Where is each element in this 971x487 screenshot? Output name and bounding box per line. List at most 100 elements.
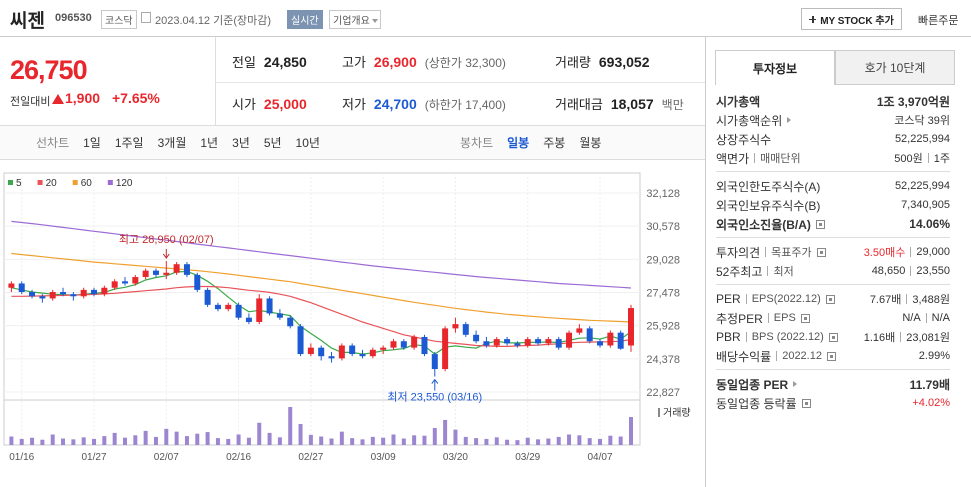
candle-body — [101, 287, 108, 295]
labels: 외국인한도주식수(A) — [716, 178, 820, 195]
candle-body — [60, 292, 67, 295]
info-row: 시가총액순위 코스닥 39위 — [716, 111, 950, 129]
separator — [745, 332, 747, 342]
period-tab[interactable]: 5년 — [263, 136, 282, 150]
volume-bar — [19, 438, 24, 445]
overview-button[interactable]: 기업개요 — [329, 10, 381, 29]
period-tab[interactable]: 3개월 — [157, 136, 187, 150]
volume-bar — [391, 434, 396, 445]
volume-bar — [412, 435, 417, 445]
period-tab[interactable]: 3년 — [232, 136, 250, 150]
quote-label: 전일 — [232, 55, 256, 70]
info-value: 14.06% — [909, 217, 950, 231]
separator — [767, 313, 769, 323]
candle-body — [297, 326, 304, 355]
info-value: 52,225,994 — [894, 133, 950, 145]
candle-body — [545, 339, 552, 344]
x-tick-label: 02/16 — [226, 452, 251, 463]
info-label: 외국인한도주식수(A) — [716, 179, 821, 194]
candle-body — [597, 341, 604, 346]
info-row: 상장주식수 52,225,994 — [716, 130, 950, 148]
candle-body — [586, 328, 593, 342]
info-tab[interactable]: 호가 10단계 — [835, 50, 955, 85]
overview-text: 기업개요 — [333, 16, 370, 27]
period-tab[interactable]: 1주일 — [114, 136, 144, 150]
stock-code: 096530 — [55, 12, 92, 24]
volume-bar — [319, 436, 324, 445]
values: 3.50매수 29,000 — [864, 244, 950, 260]
info-label: 외국인소진율(B/A) — [716, 217, 811, 232]
candle-body — [49, 292, 56, 299]
candle-body — [29, 292, 36, 297]
info-value: +4.02% — [912, 397, 950, 409]
info-row: 52주최고 최저 48,650 23,550 — [716, 262, 950, 280]
volume-bar — [153, 436, 158, 445]
info-tab[interactable]: 투자정보 — [715, 50, 835, 85]
annotation-label: 최저 23,550 (03/16) — [387, 391, 482, 404]
info-value: 코스닥 39위 — [894, 115, 950, 127]
help-icon — [826, 351, 836, 361]
quick-order[interactable]: 빠른주문 — [918, 15, 959, 27]
volume-bar — [618, 436, 623, 445]
volume-bar — [525, 437, 530, 445]
info-label: 동일업종 PER — [716, 377, 789, 392]
volume-bar — [463, 436, 468, 445]
legend-swatch — [8, 180, 13, 185]
period-tab[interactable]: 10년 — [295, 136, 320, 150]
dropdown-icon — [371, 19, 378, 23]
quote: 거래량 693,052 — [555, 52, 650, 71]
info-row: 시가총액 1조 3,970억원 — [716, 92, 950, 110]
candle-body — [91, 289, 98, 295]
arrow-icon — [787, 117, 792, 123]
separator — [906, 294, 908, 304]
panel-divider — [705, 37, 706, 487]
volume-bar — [546, 438, 551, 445]
candle-body — [462, 324, 469, 335]
help-icon — [801, 398, 811, 408]
info-row: 동일업종 PER 11.79배 — [716, 375, 950, 393]
info-label: 배당수익률 — [716, 349, 772, 364]
y-tick-label: 24,378 — [646, 354, 680, 366]
volume-bar — [401, 438, 406, 445]
info-value: 11.79배 — [909, 377, 950, 392]
labels: 시가총액순위 — [716, 112, 792, 129]
info-value: 23,081원 — [906, 332, 950, 344]
volume-bar — [370, 436, 375, 445]
volume-bar — [432, 428, 437, 445]
candle-body — [80, 289, 87, 297]
candle-body — [421, 336, 428, 355]
volume-bar — [422, 435, 427, 445]
quote-label: 거래대금 — [555, 97, 603, 112]
period-tab[interactable]: 일봉 — [507, 136, 530, 150]
labels: 외국인보유주식수(B) — [716, 197, 820, 214]
volume-bar — [288, 407, 293, 445]
info-value: 52,225,994 — [894, 180, 950, 192]
values: 11.79배 — [910, 376, 950, 393]
candle-body — [452, 324, 459, 329]
volume-bar — [236, 434, 241, 445]
change-label: 전일대비 — [10, 96, 51, 108]
info-label: 액면가 — [716, 151, 750, 166]
info-label: 동일업종 등락률 — [716, 396, 797, 411]
candle-body — [514, 343, 521, 346]
labels: 상장주식수 — [716, 131, 771, 148]
candle-body — [411, 336, 418, 348]
candle-body — [555, 339, 562, 348]
volume-bar — [71, 439, 76, 445]
legend-label: 120 — [116, 178, 133, 189]
period-tab[interactable]: 1일 — [83, 136, 101, 150]
quote-note: (하한가 17,400) — [424, 98, 506, 112]
info-value: 7,340,905 — [901, 199, 950, 211]
info-value: N/A — [931, 312, 950, 324]
period-tab[interactable]: 1년 — [200, 136, 219, 150]
labels: PBR BPS (2022.12) — [716, 330, 838, 344]
info-row: 투자의견 목표주가 3.50매수 29,000 — [716, 243, 950, 261]
labels: 외국인소진율(B/A) — [716, 216, 825, 233]
volume-bar — [246, 437, 251, 445]
period-tab[interactable]: 월봉 — [579, 136, 602, 150]
period-tab[interactable]: 주봉 — [543, 136, 566, 150]
candle-body — [566, 332, 573, 348]
realtime-badge[interactable]: 실시간 — [287, 10, 323, 29]
mystock-button[interactable]: MY STOCK 추가 — [801, 8, 902, 30]
candle-body — [163, 272, 170, 275]
